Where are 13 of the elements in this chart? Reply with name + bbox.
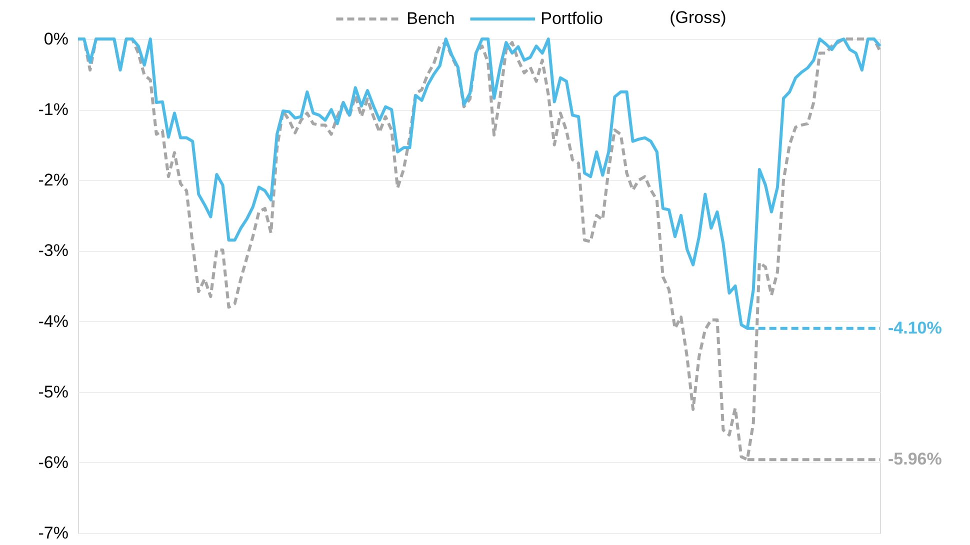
y-tick-label: -3% [38, 241, 68, 260]
legend-label: Bench [406, 9, 455, 28]
y-tick-label: 0% [44, 30, 68, 48]
y-tick-label: -7% [38, 524, 68, 542]
legend-label: Portfolio [540, 9, 604, 28]
text: (Gross) [670, 8, 726, 27]
y-tick-label: -4% [38, 312, 68, 331]
y-tick-label: -1% [38, 100, 68, 120]
y-tick-label: -5% [38, 382, 68, 402]
y-tick-label: -2% [38, 170, 68, 190]
data-label: -5.96% [888, 450, 942, 469]
data-label: -4.10% [888, 318, 942, 338]
y-tick-label: -6% [38, 452, 68, 472]
